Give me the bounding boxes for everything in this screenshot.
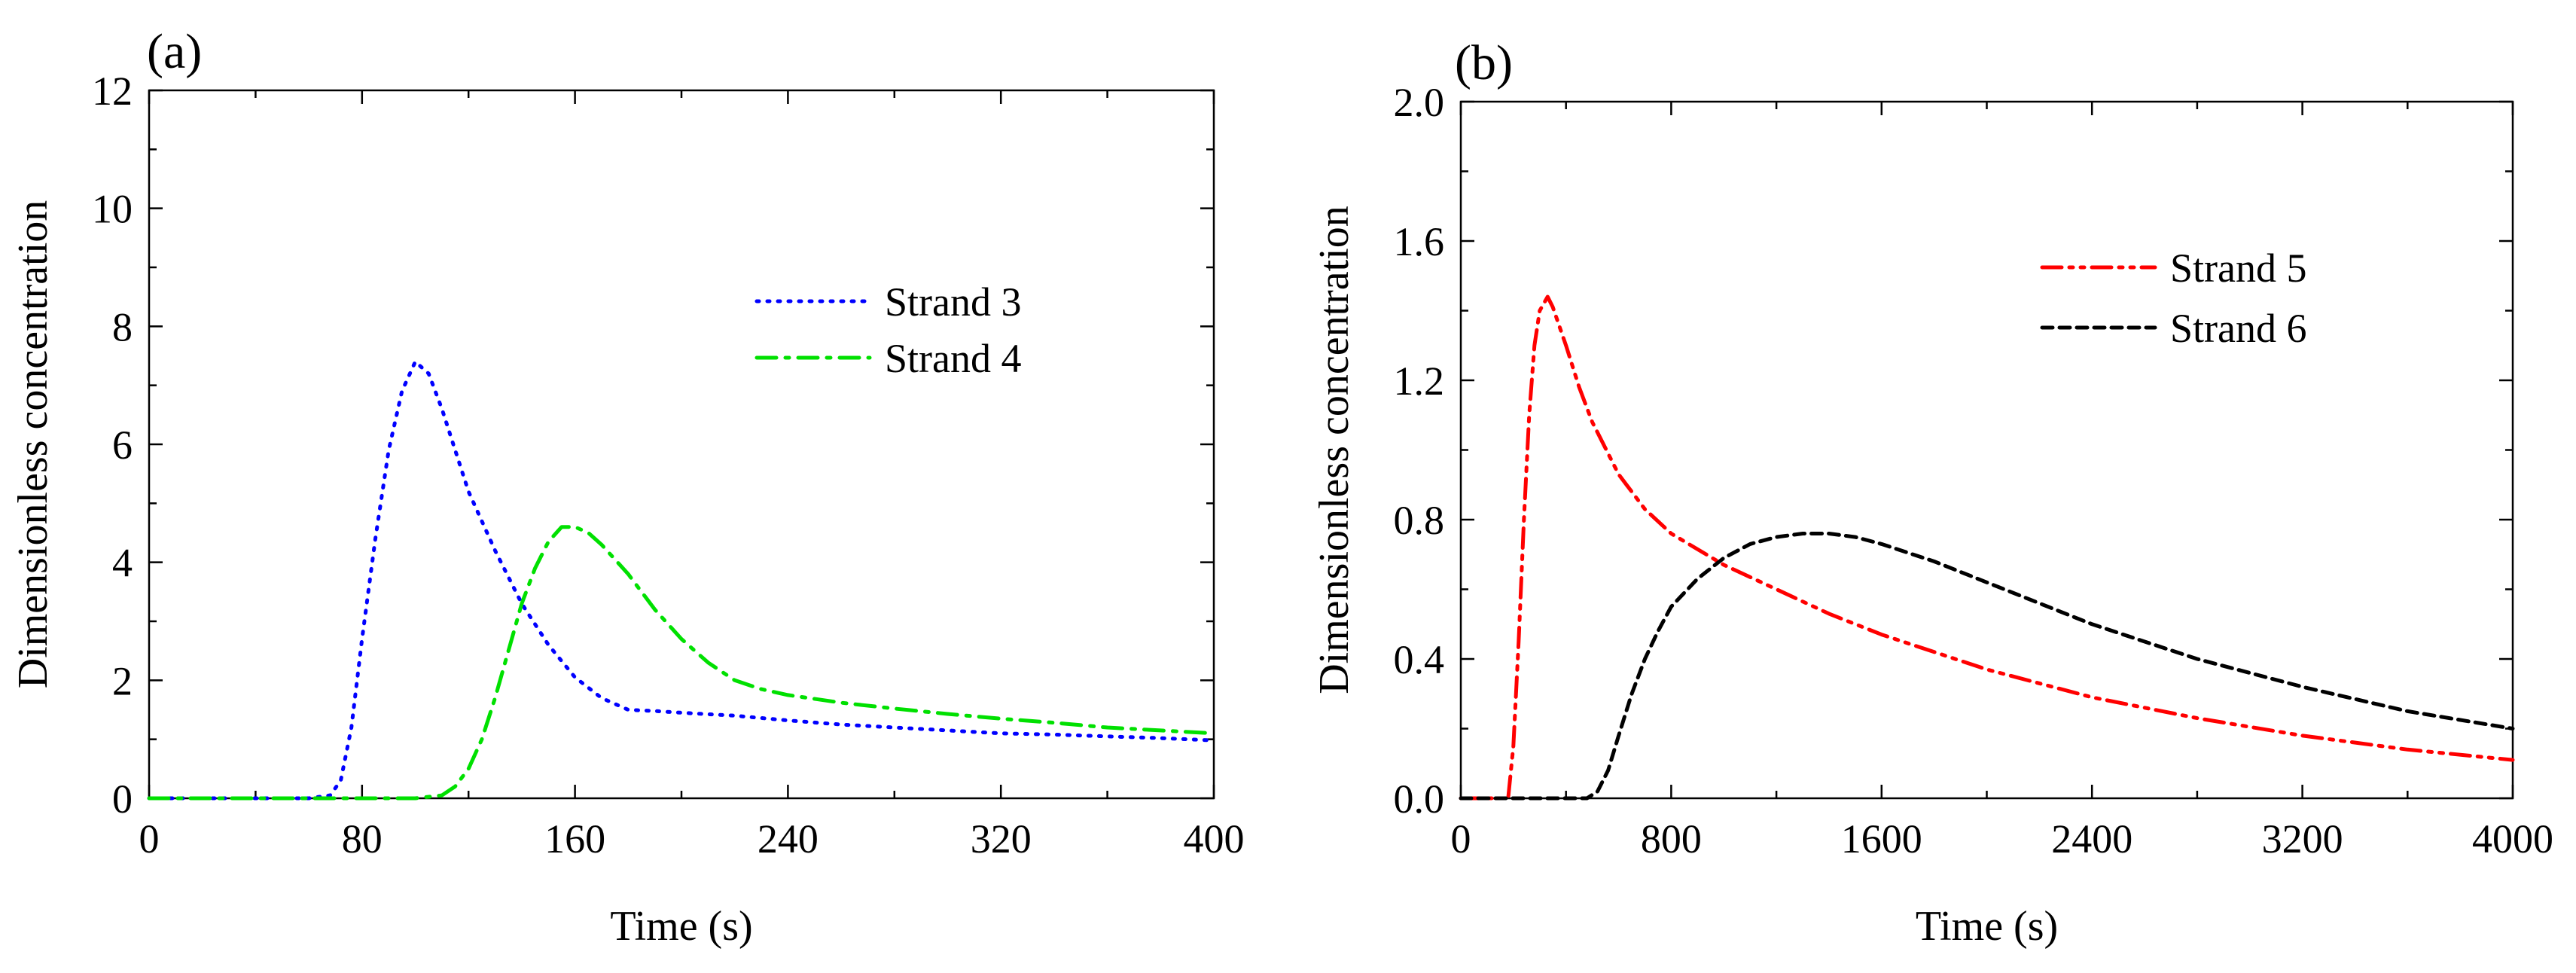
y-axis-label: Dimensionless concentration bbox=[10, 200, 56, 689]
panel-label: (b) bbox=[1455, 35, 1513, 90]
plot-frame bbox=[1459, 100, 2514, 800]
y-tick-label: 12 bbox=[92, 69, 133, 114]
x-axis-label: Time (s) bbox=[610, 903, 752, 950]
y-tick-label: 6 bbox=[112, 422, 133, 468]
y-tick-label: 0.0 bbox=[1394, 776, 1445, 822]
series-line-strand-6 bbox=[1459, 532, 2515, 801]
series-line-strand-4 bbox=[147, 525, 1216, 801]
y-axis-label: Dimensionless concentration bbox=[1311, 206, 1358, 694]
y-tick-label: 0.8 bbox=[1394, 498, 1445, 543]
series-line-strand-5 bbox=[1459, 294, 2515, 801]
x-tick-label: 4000 bbox=[2472, 816, 2553, 862]
plot-frame bbox=[148, 89, 1215, 800]
y-tick-label: 10 bbox=[92, 187, 133, 232]
series-line-strand-3 bbox=[147, 359, 1216, 801]
chart-panel-a: (a) 0 80 160 240 320 400 0 2 4 6 8 10 12 Time (s) Dimen… bbox=[10, 24, 1245, 950]
x-tick-label: 3200 bbox=[2262, 816, 2343, 862]
x-tick-label: 320 bbox=[971, 816, 1032, 862]
x-tick-label: 160 bbox=[544, 816, 605, 862]
x-tick-label: 240 bbox=[758, 816, 819, 862]
legend-label: Strand 3 bbox=[885, 279, 1022, 325]
x-axis-label: Time (s) bbox=[1916, 903, 2058, 950]
x-tick-label: 400 bbox=[1184, 816, 1245, 862]
x-tick-label: 0 bbox=[139, 816, 160, 862]
x-tick-label: 80 bbox=[342, 816, 383, 862]
y-tick-label: 1.2 bbox=[1394, 358, 1445, 404]
legend-label: Strand 6 bbox=[2170, 306, 2307, 351]
y-tick-label: 2.0 bbox=[1394, 80, 1445, 125]
y-tick-label: 4 bbox=[112, 541, 133, 586]
x-tick-label: 1600 bbox=[1841, 816, 1922, 862]
x-tick-label: 0 bbox=[1451, 816, 1471, 862]
panel-label: (a) bbox=[147, 24, 202, 79]
legend-label: Strand 4 bbox=[885, 336, 1022, 381]
x-tick-label: 2400 bbox=[2051, 816, 2132, 862]
y-tick-label: 1.6 bbox=[1394, 219, 1445, 264]
legend-label: Strand 5 bbox=[2170, 246, 2307, 291]
x-tick-label: 800 bbox=[1641, 816, 1702, 862]
chart-panel-b: (b) 0 800 1600 2400 3200 4000 0.0 0.4 0.8 1.2 1.6 2.… bbox=[1311, 35, 2553, 950]
y-tick-label: 8 bbox=[112, 304, 133, 349]
y-tick-label: 2 bbox=[112, 658, 133, 703]
y-tick-label: 0.4 bbox=[1394, 637, 1445, 682]
y-tick-label: 0 bbox=[112, 776, 133, 822]
